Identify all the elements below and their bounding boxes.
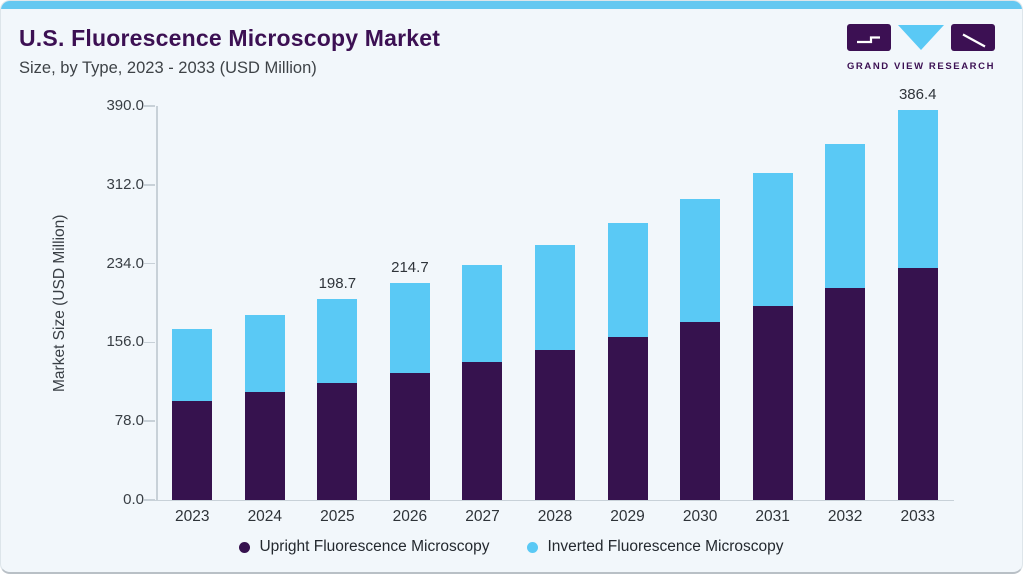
legend-label: Inverted Fluorescence Microscopy [547, 538, 784, 555]
y-tick-label: 78.0 [114, 412, 144, 430]
x-tick-label-2032: 2032 [827, 508, 863, 525]
bar-2031-inverted-segment [752, 173, 793, 307]
x-tick-label-2025: 2025 [320, 508, 355, 525]
legend-item-inverted: Inverted Fluorescence Microscopy [527, 538, 784, 556]
y-tick-mark [144, 105, 155, 107]
bar-2032-inverted-segment [825, 143, 866, 289]
bar-2026-inverted-segment [389, 283, 430, 373]
bar-2024-upright-segment [244, 392, 285, 500]
legend-dot-upright [239, 541, 251, 553]
y-tick-label: 234.0 [106, 254, 144, 272]
y-tick-mark [144, 420, 155, 422]
legend-item-upright: Upright Fluorescence Microscopy [239, 538, 489, 556]
x-tick-label-2026: 2026 [392, 508, 428, 525]
x-tick-label-2028: 2028 [537, 508, 573, 525]
y-axis-line [156, 106, 158, 500]
page-subtitle: Size, by Type, 2023 - 2033 (USD Million) [19, 59, 317, 77]
bar-2029-upright-segment [607, 337, 648, 500]
bar-2033-total-label: 386.4 [898, 85, 937, 103]
x-tick-label-2027: 2027 [465, 508, 500, 525]
bar-2026-total-label: 214.7 [391, 259, 429, 277]
legend-dot-inverted [527, 541, 539, 553]
y-axis-title: Market Size (USD Million) [51, 214, 68, 392]
card-top-accent-bar [1, 1, 1022, 9]
y-tick-mark [144, 341, 155, 344]
gvr-logo-icon [847, 24, 995, 51]
legend-label: Upright Fluorescence Microscopy [259, 538, 490, 555]
x-tick-label-2029: 2029 [610, 508, 645, 525]
bar-2031-upright-segment [752, 306, 793, 500]
bar-2028-inverted-segment [535, 245, 575, 351]
bar-2033-upright-segment [897, 268, 938, 500]
bar-2026-upright-segment [389, 372, 430, 500]
bar-2029-inverted-segment [607, 223, 648, 338]
bar-2027-upright-segment [462, 361, 503, 500]
bar-2025-upright-segment [317, 383, 358, 500]
y-tick-mark [144, 184, 155, 186]
bar-2033-inverted-segment [897, 109, 938, 269]
bar-2025-total-label: 198.7 [318, 275, 357, 293]
x-tick-label-2033: 2033 [900, 508, 935, 525]
y-tick-mark [144, 499, 155, 501]
y-tick-label: 156.0 [106, 333, 144, 351]
x-tick-label-2023: 2023 [175, 508, 210, 525]
gvr-logo-text: GRAND VIEW RESEARCH [846, 61, 996, 72]
x-axis-line [144, 499, 954, 501]
x-tick-label-2031: 2031 [755, 508, 790, 525]
bar-2032-upright-segment [825, 288, 866, 500]
page-title: U.S. Fluorescence Microscopy Market [19, 25, 441, 51]
bar-2023-inverted-segment [172, 328, 213, 402]
plot-area: 0.0 78.0 156.0 234.0 312.0 390.0 2023 2024 198.7… [106, 86, 954, 525]
y-tick-label: 390.0 [106, 97, 144, 114]
gvr-logo: GRAND VIEW RESEARCH [846, 23, 996, 72]
bar-2030-inverted-segment [680, 199, 721, 323]
x-tick-label-2030: 2030 [682, 508, 718, 525]
y-tick-label: 312.0 [106, 175, 144, 193]
bar-2027-inverted-segment [462, 265, 503, 362]
bar-2024-inverted-segment [244, 314, 285, 393]
y-tick-mark [144, 262, 155, 265]
chart-header: U.S. Fluorescence Microscopy Market Size… [19, 25, 440, 78]
legend: Upright Fluorescence Microscopy Inverted … [1, 538, 1022, 556]
bar-2025-inverted-segment [317, 299, 358, 384]
y-tick-label: 0.0 [123, 491, 144, 508]
bar-2030-upright-segment [680, 322, 721, 500]
bar-2028-upright-segment [535, 350, 575, 500]
bar-2023-upright-segment [172, 401, 213, 500]
x-tick-label-2024: 2024 [247, 508, 283, 525]
